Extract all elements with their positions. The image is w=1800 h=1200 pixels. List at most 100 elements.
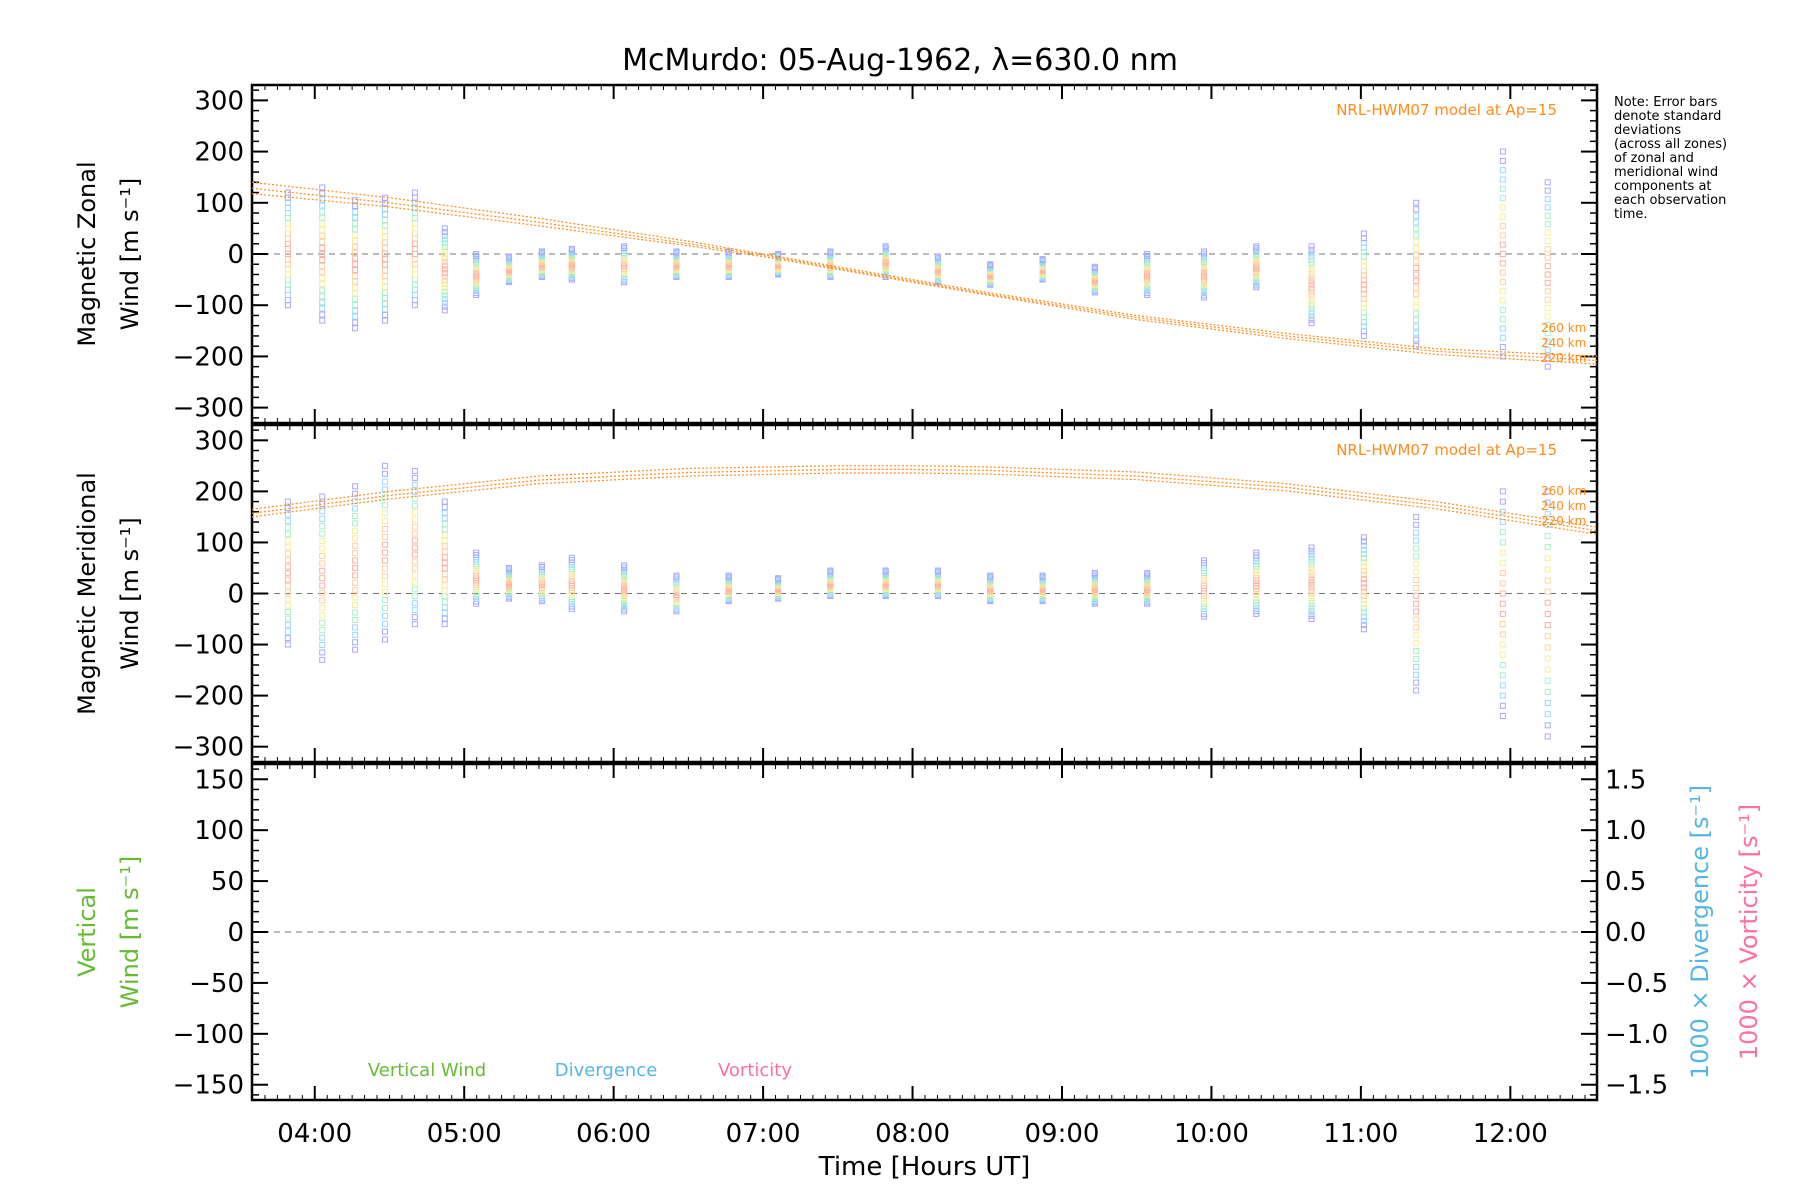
meridional-observation-point [382,604,389,611]
zonal-observation-point [441,303,448,310]
zonal-observation-point [1253,245,1260,252]
meridional-observation-point [1253,549,1260,556]
zonal-observation-point [411,251,418,257]
meridional-observation-point [1360,592,1367,599]
meridional-observation-point [352,483,359,490]
zonal-observation-point [473,288,480,295]
zonal-observation-point [1253,271,1260,278]
meridional-observation-point [382,510,389,517]
zonal-observation-point [441,247,448,254]
meridional-observation-point [319,604,326,611]
zonal-observation-point [319,220,326,227]
zonal-observation-point [382,228,389,235]
meridional-observation-point [1413,648,1420,655]
meridional-observation-point [1360,563,1367,570]
zonal-observation-point [621,257,628,264]
meridional-observation-point [352,609,359,616]
meridional-observation-point [411,488,418,495]
meridional-observation-point [411,586,418,593]
zonal-observation-point [1499,325,1506,332]
zonal-observation-point [284,256,291,263]
meridional-observation-point [411,565,418,572]
meridional-observation-point [1413,513,1420,520]
meridional-observation-point [1308,612,1315,619]
zonal-y-tick-label: 0 [227,240,244,270]
zonal-observation-point [411,297,418,304]
zonal-observation-point [621,279,628,286]
x-tick-label: 09:00 [1025,1119,1100,1149]
zonal-observation-point [621,259,628,266]
zonal-observation-point [1308,302,1315,309]
meridional-ylabel: Magnetic Meridional [73,472,101,715]
zonal-observation-point [411,235,418,242]
vertical-ylabel: Vertical [73,887,101,977]
meridional-observation-point [352,505,359,512]
meridional-observation-point [284,596,291,603]
zonal-observation-point [473,271,480,278]
meridional-model-label: NRL-HWM07 model at Ap=15 [1336,441,1557,459]
vertical-y-tick-label: −100 [173,1020,244,1050]
meridional-model-line-240km [251,468,1598,532]
zonal-observation-point [1499,213,1506,220]
zonal-observation-point [441,270,448,277]
x-axis-label: Time [Hours UT] [818,1152,1031,1182]
zonal-observation-point [284,271,291,278]
meridional-observation-point [284,518,291,525]
zonal-observation-point [1039,256,1046,263]
zonal-observation-point [441,225,448,232]
zonal-observation-point [621,269,628,276]
meridional-observation-point [411,509,418,516]
meridional-observation-point [352,631,359,638]
zonal-observation-point [319,287,326,294]
zonal-observation-point [1544,346,1551,353]
zonal-observation-point [382,311,389,318]
meridional-observation-point [1308,590,1315,597]
meridional-y-tick-label: −100 [173,631,244,661]
zonal-observation-point [473,284,480,291]
meridional-observation-point [319,560,326,567]
meridional-observation-point [1413,553,1420,560]
zonal-observation-point [1144,280,1151,287]
zonal-observation-point [1413,310,1420,317]
zonal-observation-point [621,261,628,268]
meridional-observation-point [1499,682,1506,689]
zonal-observation-point [1144,265,1151,272]
zonal-observation-point [621,246,628,253]
meridional-observation-point [382,470,389,477]
meridional-observation-point [1308,567,1315,574]
zonal-observation-point [1144,284,1151,291]
zonal-observation-point [411,245,418,252]
meridional-observation-point [538,577,545,584]
zonal-observation-point [1253,256,1260,263]
zonal-observation-point [621,272,628,279]
meridional-observation-point [1499,488,1506,495]
zonal-observation-point [1413,336,1420,343]
zonal-observation-point [1253,282,1260,289]
x-tick-label: 07:00 [726,1119,801,1149]
zonal-observation-point [1499,306,1506,313]
meridional-observation-point [319,530,326,537]
zonal-observation-point [1253,265,1260,272]
meridional-observation-point [1360,559,1367,566]
meridional-observation-point [441,515,448,522]
zonal-observation-point [382,261,389,268]
zonal-observation-point [1308,292,1315,299]
meridional-observation-point [441,504,448,511]
zonal-observation-point [1413,199,1420,206]
meridional-observation-point [411,544,418,551]
zonal-observation-point [621,264,628,271]
zonal-observation-point [1413,251,1420,258]
zonal-model-altitude-label: 240 km [1541,336,1586,350]
zonal-observation-point [319,214,326,221]
meridional-observation-point [284,576,291,583]
meridional-observation-point [352,639,359,646]
meridional-observation-point [1308,586,1315,593]
meridional-observation-point [1413,529,1420,536]
zonal-y-tick-label: 100 [194,189,244,219]
zonal-y-tick-label: 200 [194,138,244,168]
meridional-observation-point [382,628,389,635]
zonal-observation-point [352,249,359,256]
meridional-observation-point [1360,613,1367,620]
meridional-observation-point [411,516,418,523]
meridional-observation-point [1544,532,1551,539]
